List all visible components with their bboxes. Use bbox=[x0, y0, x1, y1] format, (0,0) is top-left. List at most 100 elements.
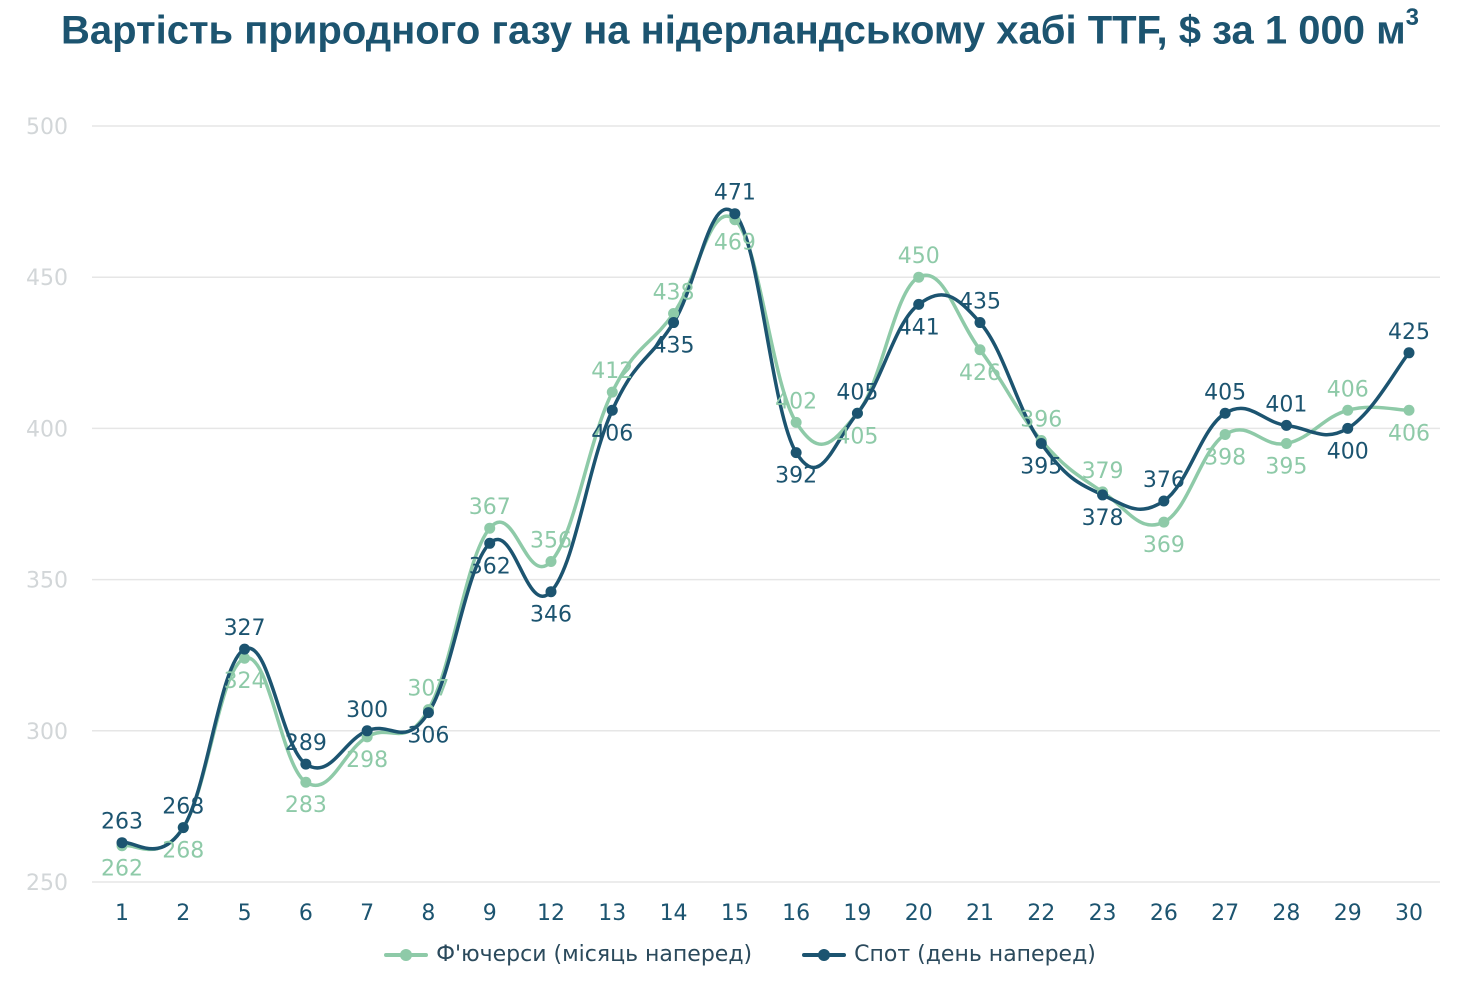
data-label-0-1: 268 bbox=[162, 839, 204, 864]
data-label-0-4: 298 bbox=[346, 748, 388, 773]
x-tick-label: 23 bbox=[1089, 901, 1117, 926]
data-label-0-8: 412 bbox=[591, 359, 633, 384]
data-point-0-17 bbox=[1158, 516, 1170, 528]
data-label-0-20: 406 bbox=[1327, 377, 1369, 402]
legend-item-futures[interactable]: Ф'ючерси (місяць наперед) bbox=[384, 942, 752, 967]
data-point-0-18 bbox=[1219, 428, 1231, 440]
data-label-1-2: 327 bbox=[224, 616, 266, 641]
data-label-0-17: 369 bbox=[1143, 533, 1185, 558]
data-point-1-18 bbox=[1219, 407, 1231, 419]
x-tick-label: 29 bbox=[1334, 901, 1362, 926]
data-label-1-20: 400 bbox=[1327, 439, 1369, 464]
data-label-0-18: 398 bbox=[1204, 445, 1246, 470]
data-label-1-15: 395 bbox=[1020, 455, 1062, 480]
y-tick-label: 450 bbox=[26, 266, 68, 291]
series-points bbox=[116, 208, 1415, 852]
data-point-1-11 bbox=[790, 447, 802, 459]
x-tick-label: 13 bbox=[598, 901, 626, 926]
data-point-1-8 bbox=[606, 404, 618, 416]
x-tick-label: 21 bbox=[966, 901, 994, 926]
data-point-1-4 bbox=[361, 725, 373, 737]
data-point-0-19 bbox=[1280, 438, 1292, 450]
data-label-0-15: 396 bbox=[1020, 407, 1062, 432]
x-tick-label: 1 bbox=[115, 901, 129, 926]
data-point-1-5 bbox=[422, 707, 434, 719]
data-label-0-12: 405 bbox=[836, 424, 878, 449]
data-label-0-16: 379 bbox=[1082, 459, 1124, 484]
gridlines bbox=[92, 125, 1440, 883]
data-label-1-7: 346 bbox=[530, 603, 572, 628]
data-label-1-4: 300 bbox=[346, 698, 388, 723]
legend-label-futures: Ф'ючерси (місяць наперед) bbox=[436, 942, 753, 967]
data-point-1-0 bbox=[116, 837, 128, 849]
data-point-1-20 bbox=[1342, 422, 1354, 434]
x-tick-label: 27 bbox=[1211, 901, 1239, 926]
data-label-1-0: 263 bbox=[101, 810, 143, 835]
data-point-1-6 bbox=[484, 537, 496, 549]
y-tick-label: 500 bbox=[26, 115, 68, 140]
x-tick-label: 9 bbox=[483, 901, 497, 926]
data-point-1-1 bbox=[177, 822, 189, 834]
data-point-0-11 bbox=[790, 416, 802, 428]
x-tick-label: 20 bbox=[905, 901, 933, 926]
chart-title: Вартість природного газу на нідерландськ… bbox=[60, 4, 1420, 53]
data-point-0-14 bbox=[974, 344, 986, 356]
data-point-1-14 bbox=[974, 317, 986, 329]
data-point-0-7 bbox=[545, 555, 557, 567]
data-label-0-14: 426 bbox=[959, 361, 1001, 386]
data-point-1-3 bbox=[300, 758, 312, 770]
x-tick-label: 2 bbox=[176, 901, 190, 926]
data-label-1-19: 401 bbox=[1265, 392, 1307, 417]
legend-swatch-spot bbox=[802, 948, 847, 961]
x-tick-label: 5 bbox=[238, 901, 252, 926]
data-label-1-16: 378 bbox=[1082, 506, 1124, 531]
data-label-0-11: 402 bbox=[775, 389, 817, 414]
data-point-0-8 bbox=[606, 386, 618, 398]
x-tick-label: 15 bbox=[721, 901, 749, 926]
data-label-0-21: 406 bbox=[1388, 421, 1430, 446]
data-label-0-5: 307 bbox=[407, 677, 449, 702]
data-label-0-19: 395 bbox=[1265, 455, 1307, 480]
data-labels: 262 268 324 283 298 307 367 356 412 438 469 402 405 4… bbox=[101, 181, 1430, 882]
data-label-1-5: 306 bbox=[407, 724, 449, 749]
legend-item-spot[interactable]: Спот (день наперед) bbox=[802, 942, 1096, 967]
data-point-1-19 bbox=[1280, 419, 1292, 431]
data-label-0-9: 438 bbox=[653, 280, 695, 305]
x-tick-label: 12 bbox=[537, 901, 565, 926]
data-label-0-0: 262 bbox=[101, 857, 143, 882]
data-label-1-9: 435 bbox=[653, 334, 695, 359]
x-tick-label: 8 bbox=[421, 901, 435, 926]
data-point-1-2 bbox=[239, 643, 251, 655]
data-point-0-13 bbox=[913, 271, 925, 283]
x-tick-label: 30 bbox=[1395, 901, 1423, 926]
data-label-1-6: 362 bbox=[469, 554, 511, 579]
data-label-1-13: 441 bbox=[898, 315, 940, 340]
data-label-1-8: 406 bbox=[591, 421, 633, 446]
data-label-0-13: 450 bbox=[898, 244, 940, 269]
legend-swatch-futures bbox=[384, 948, 429, 961]
data-label-0-3: 283 bbox=[285, 793, 327, 818]
legend: Ф'ючерси (місяць наперед) Спот (день нап… bbox=[0, 942, 1480, 967]
x-tick-label: 7 bbox=[360, 901, 374, 926]
data-point-1-15 bbox=[1035, 438, 1047, 450]
x-tick-label: 6 bbox=[299, 901, 313, 926]
data-label-1-17: 376 bbox=[1143, 468, 1185, 493]
data-point-1-21 bbox=[1403, 347, 1415, 359]
data-label-1-12: 405 bbox=[836, 380, 878, 405]
data-point-1-16 bbox=[1097, 489, 1109, 501]
y-tick-label: 350 bbox=[26, 569, 68, 594]
data-label-1-14: 435 bbox=[959, 290, 1001, 315]
data-label-1-18: 405 bbox=[1204, 380, 1246, 405]
data-label-1-10: 471 bbox=[714, 181, 756, 206]
y-tick-label: 400 bbox=[26, 417, 68, 442]
y-axis-ticks: 250 300 350 400 450 500 bbox=[26, 115, 68, 896]
x-tick-label: 19 bbox=[843, 901, 871, 926]
data-point-1-12 bbox=[851, 407, 863, 419]
x-tick-label: 28 bbox=[1272, 901, 1300, 926]
data-label-1-11: 392 bbox=[775, 464, 817, 489]
x-tick-label: 16 bbox=[782, 901, 810, 926]
x-tick-label: 14 bbox=[660, 901, 688, 926]
data-point-1-17 bbox=[1158, 495, 1170, 507]
y-tick-label: 250 bbox=[26, 871, 68, 896]
